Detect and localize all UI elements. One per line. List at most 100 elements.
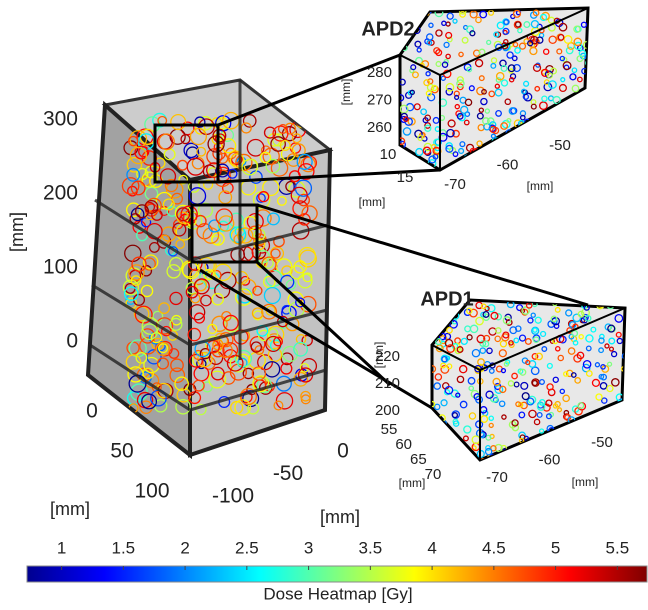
dose-point	[208, 350, 224, 366]
dose-point	[487, 160, 495, 167]
dose-point	[565, 456, 571, 460]
dose-point	[438, 332, 447, 341]
dose-point	[142, 257, 156, 271]
dose-point	[423, 79, 431, 87]
dose-point	[426, 39, 433, 46]
dose-point	[143, 254, 159, 270]
dose-point	[553, 323, 560, 329]
dose-point	[463, 119, 470, 126]
dose-point	[290, 186, 308, 204]
dose-point	[620, 406, 625, 414]
dose-point	[428, 22, 434, 29]
dose-point	[424, 114, 431, 122]
dose-point	[295, 297, 306, 308]
dose-point	[261, 303, 278, 320]
dose-point	[581, 363, 591, 373]
dose-point	[265, 158, 281, 174]
dose-point	[476, 112, 484, 120]
dose-point	[496, 21, 505, 30]
dose-point	[503, 18, 510, 26]
dose-point	[611, 378, 620, 387]
dose-point	[446, 344, 456, 353]
tick-label: -50	[549, 137, 571, 154]
dose-point	[598, 347, 605, 354]
dose-point	[531, 326, 540, 335]
dose-point	[516, 129, 525, 138]
dose-point	[577, 310, 585, 318]
dose-point	[562, 164, 571, 170]
dose-point	[475, 156, 485, 166]
dose-point	[270, 136, 286, 152]
dose-point	[541, 346, 548, 352]
colorbar-tick-label: 3	[304, 538, 313, 557]
dose-point	[507, 133, 513, 139]
dose-point	[442, 459, 451, 460]
dose-point	[454, 452, 463, 460]
dose-point	[199, 347, 212, 360]
dose-point	[453, 90, 460, 97]
dose-point	[594, 362, 601, 368]
tick-label: -100	[212, 485, 254, 508]
dose-point	[456, 346, 464, 353]
dose-point	[430, 172, 436, 178]
dose-point	[207, 323, 218, 334]
dose-point	[612, 442, 619, 449]
dose-point	[584, 315, 592, 322]
dose-point	[537, 115, 546, 123]
dose-point	[529, 451, 536, 458]
colorbar-tick-label: 3.5	[359, 538, 383, 557]
dose-point	[527, 395, 537, 405]
dose-point	[461, 36, 469, 44]
dose-point	[591, 378, 601, 387]
dose-point	[475, 172, 481, 178]
dose-point	[590, 427, 597, 434]
dose-point	[410, 64, 417, 71]
dose-point	[584, 52, 588, 61]
dose-point	[166, 264, 181, 279]
dose-point	[263, 126, 277, 139]
dose-point	[543, 82, 553, 92]
dose-point	[454, 103, 461, 110]
dose-point	[465, 451, 474, 460]
dose-point	[280, 362, 293, 375]
dose-point	[476, 334, 486, 344]
dose-point	[479, 10, 488, 19]
dose-point	[514, 21, 522, 28]
dose-point	[482, 156, 489, 163]
dose-point	[193, 349, 204, 361]
dose-point	[530, 366, 540, 376]
dose-point	[447, 461, 454, 468]
dose-point	[548, 80, 557, 89]
tick-label: 0	[337, 440, 349, 463]
dose-point	[148, 241, 160, 253]
dose-point	[552, 442, 561, 451]
dose-point	[572, 167, 580, 170]
dose-point	[617, 455, 625, 460]
tick-label: 300	[43, 108, 78, 131]
dose-point	[455, 453, 463, 460]
dose-point	[126, 156, 143, 173]
tick-label: 200	[43, 182, 78, 205]
dose-point	[512, 41, 519, 48]
dose-point	[433, 47, 441, 55]
dose-point	[280, 352, 294, 366]
dose-point	[176, 207, 191, 222]
dose-point	[413, 159, 422, 168]
dose-point	[459, 10, 467, 18]
dose-point	[620, 300, 625, 305]
colorbar-tick-label: 5.5	[606, 538, 630, 557]
dose-point	[577, 402, 585, 409]
dose-point	[454, 94, 460, 100]
dose-point	[539, 379, 545, 385]
dose-point	[540, 119, 548, 127]
dose-point	[475, 316, 484, 326]
dose-point	[494, 384, 504, 394]
dose-point	[585, 59, 588, 67]
dose-point	[524, 338, 532, 345]
dose-point	[552, 95, 561, 105]
dose-point	[435, 29, 443, 37]
dose-point	[295, 334, 307, 345]
dose-point	[258, 191, 270, 203]
dose-point	[572, 313, 582, 323]
dose-point	[400, 115, 408, 124]
